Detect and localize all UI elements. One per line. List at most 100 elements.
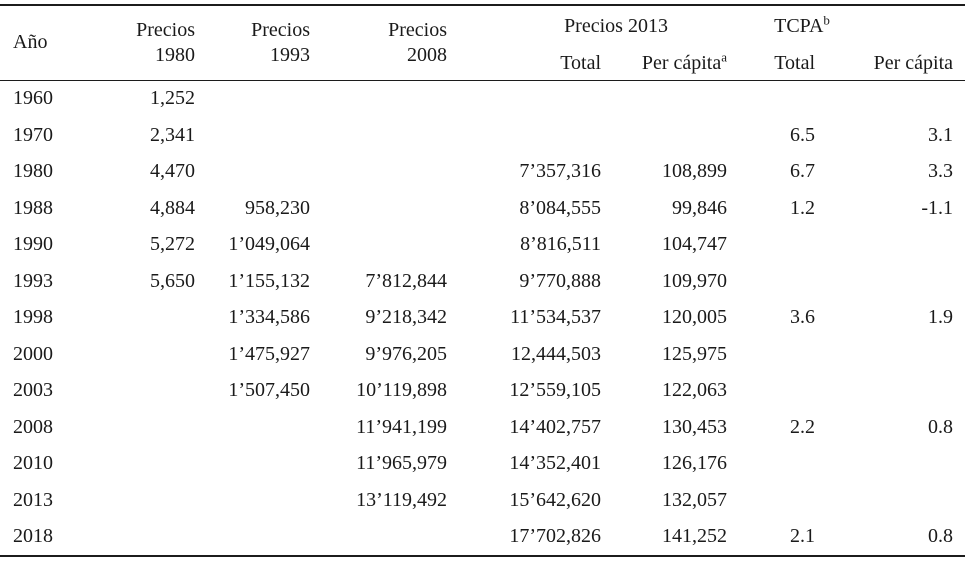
table-row: 2008 11’941,199 14’402,757 130,453 2.2 0.8 <box>0 409 965 446</box>
cell-precios-1993 <box>195 409 310 446</box>
cell-tcpa-total: 3.6 <box>790 306 816 329</box>
cell-precios-2013-per-capita: 132,057 <box>662 488 728 511</box>
cell-precios-1993: 1’155,132 <box>228 269 310 292</box>
cell-precios-1993 <box>195 117 310 154</box>
table-row: 1960 1,252 <box>0 80 965 117</box>
column-header-year: Año <box>0 5 100 81</box>
footnote-marker-b: b <box>823 12 830 28</box>
header-row-subcolumns: Total Per cápitaa Total Per cápita <box>0 47 965 81</box>
cell-tcpa-per-capita <box>815 482 965 519</box>
cell-precios-1980 <box>100 300 195 337</box>
cell-precios-2008: 11’965,979 <box>356 452 447 475</box>
cell-tcpa-total <box>727 482 815 519</box>
column-header-precios-2013-per-capita-label: Per cápita <box>641 51 722 74</box>
cell-precios-2013-total: 11’534,537 <box>510 306 601 329</box>
column-header-precios-1980: Precios 1980 <box>100 5 195 81</box>
cell-year: 2003 <box>13 379 53 402</box>
cell-tcpa-per-capita: 0.8 <box>928 415 954 438</box>
cell-precios-1980: 5,272 <box>150 233 195 256</box>
cell-precios-2008 <box>310 117 447 154</box>
column-header-precios-2013-per-capita: Per cápitaa <box>601 47 728 81</box>
cell-precios-1993: 1’334,586 <box>228 306 310 329</box>
cell-precios-1980: 1,252 <box>150 87 195 110</box>
column-header-precios-1993-line2: 1993 <box>270 43 310 66</box>
cell-year: 2018 <box>13 525 53 548</box>
cell-precios-2008: 9’976,205 <box>365 342 447 365</box>
cell-year: 2013 <box>13 488 53 511</box>
cell-year: 2010 <box>13 452 53 475</box>
cell-tcpa-total: 6.7 <box>790 160 816 183</box>
table-row: 1993 5,650 1’155,132 7’812,844 9’770,888 109,… <box>0 263 965 300</box>
cell-precios-1993 <box>195 154 310 191</box>
column-group-tcpa-label: TCPA <box>774 15 824 37</box>
table-row: 2013 13’119,492 15’642,620 132,057 <box>0 482 965 519</box>
cell-precios-2008: 13’119,492 <box>356 488 447 511</box>
cell-precios-2013-total: 9’770,888 <box>519 269 601 292</box>
cell-precios-2013-total: 8’816,511 <box>520 233 601 256</box>
cell-tcpa-per-capita <box>815 227 965 264</box>
cell-tcpa-per-capita: 3.1 <box>928 123 954 146</box>
cell-tcpa-total <box>727 336 815 373</box>
cell-tcpa-total <box>727 263 815 300</box>
column-header-precios-2008-line1: Precios <box>388 18 447 41</box>
cell-year: 1960 <box>13 87 53 110</box>
cell-tcpa-per-capita: 1.9 <box>928 306 954 329</box>
cell-precios-1980: 4,470 <box>150 160 195 183</box>
cell-year: 2008 <box>13 415 53 438</box>
cell-precios-2013-total: 12,444,503 <box>511 342 601 365</box>
cell-precios-2013-per-capita: 122,063 <box>662 379 728 402</box>
cell-precios-2008: 10’119,898 <box>356 379 447 402</box>
cell-precios-2013-total: 15’642,620 <box>509 488 601 511</box>
table-row: 1980 4,470 7’357,316 108,899 6.7 3.3 <box>0 154 965 191</box>
cell-precios-2013-per-capita: 141,252 <box>662 525 728 548</box>
cell-tcpa-total: 2.2 <box>790 415 816 438</box>
cell-year: 1980 <box>13 160 53 183</box>
cell-precios-1993 <box>195 446 310 483</box>
column-header-precios-1993-line1: Precios <box>251 18 310 41</box>
column-header-precios-1980-line2: 1980 <box>155 43 195 66</box>
cell-precios-2013-total: 7’357,316 <box>519 160 601 183</box>
cell-precios-1993: 958,230 <box>245 196 310 219</box>
column-group-precios-2013-label: Precios 2013 <box>564 15 668 37</box>
cell-precios-1980 <box>100 482 195 519</box>
cell-tcpa-per-capita <box>815 373 965 410</box>
table-row: 1998 1’334,586 9’218,342 11’534,537 120,005 3… <box>0 300 965 337</box>
table-body: 1960 1,252 1970 2,341 6.5 3.1 1980 4,470 7’357,3… <box>0 80 965 556</box>
cell-precios-2008 <box>310 154 447 191</box>
cell-precios-2008 <box>310 519 447 557</box>
cell-precios-1980: 4,884 <box>150 196 195 219</box>
statistics-table: Año Precios 1980 Precios 1993 Precios 20… <box>0 4 965 557</box>
cell-precios-2013-per-capita: 130,453 <box>662 415 728 438</box>
table-row: 1988 4,884 958,230 8’084,555 99,846 1.2 -1.1 <box>0 190 965 227</box>
cell-precios-1993 <box>195 80 310 117</box>
cell-year: 1970 <box>13 123 53 146</box>
cell-precios-1980 <box>100 373 195 410</box>
cell-precios-2008: 9’218,342 <box>365 306 447 329</box>
table-row: 1970 2,341 6.5 3.1 <box>0 117 965 154</box>
cell-year: 1998 <box>13 306 53 329</box>
footnote-marker-a: a <box>721 49 728 65</box>
column-header-precios-1993: Precios 1993 <box>195 5 310 81</box>
cell-precios-2013-per-capita: 104,747 <box>662 233 728 256</box>
cell-precios-1993: 1’507,450 <box>228 379 310 402</box>
cell-precios-2008: 11’941,199 <box>356 415 447 438</box>
cell-precios-1980 <box>100 409 195 446</box>
cell-tcpa-per-capita: 0.8 <box>928 525 954 548</box>
column-header-precios-2013-total: Total <box>447 47 601 81</box>
cell-precios-2013-per-capita: 126,176 <box>662 452 728 475</box>
cell-tcpa-total <box>727 446 815 483</box>
column-header-tcpa-total: Total <box>727 47 816 81</box>
cell-tcpa-per-capita <box>815 336 965 373</box>
cell-precios-1980 <box>100 446 195 483</box>
cell-tcpa-total: 1.2 <box>790 196 816 219</box>
cell-precios-2013-per-capita: 120,005 <box>662 306 728 329</box>
cell-precios-1980: 5,650 <box>150 269 195 292</box>
cell-precios-2013-total <box>447 80 601 117</box>
cell-precios-2013-per-capita: 109,970 <box>662 269 728 292</box>
column-group-precios-2013: Precios 2013 <box>447 5 727 47</box>
table-row: 2018 17’702,826 141,252 2.1 0.8 <box>0 519 965 557</box>
table-row: 2000 1’475,927 9’976,205 12,444,503 125,975 <box>0 336 965 373</box>
column-header-precios-2008-line2: 2008 <box>407 43 447 66</box>
cell-precios-1993 <box>195 519 310 557</box>
